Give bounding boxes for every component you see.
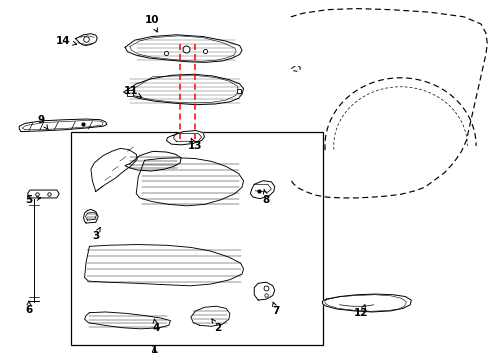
Polygon shape [136,158,243,206]
Polygon shape [125,151,181,171]
Polygon shape [190,306,229,326]
Polygon shape [322,294,410,312]
Polygon shape [166,131,204,145]
Text: 1: 1 [150,345,158,355]
Text: 10: 10 [144,15,159,32]
Polygon shape [83,210,98,223]
Bar [71,132,322,345]
Polygon shape [75,34,97,45]
Polygon shape [123,74,243,105]
Polygon shape [250,181,274,199]
Text: 2: 2 [211,319,221,333]
Text: 14: 14 [56,36,77,46]
Polygon shape [19,119,107,132]
Polygon shape [254,282,274,300]
Text: 7: 7 [272,302,279,316]
Text: 12: 12 [353,305,368,318]
Text: 9: 9 [37,115,48,130]
Text: 13: 13 [187,138,202,151]
Text: 3: 3 [92,228,100,240]
Text: 4: 4 [152,319,159,333]
Polygon shape [91,148,137,192]
Polygon shape [125,35,242,62]
Text: 6: 6 [25,301,33,315]
Text: 11: 11 [124,86,141,97]
Text: 8: 8 [262,189,269,205]
Polygon shape [84,312,170,329]
Text: 5: 5 [25,195,41,205]
Polygon shape [84,244,243,286]
Polygon shape [27,190,59,198]
